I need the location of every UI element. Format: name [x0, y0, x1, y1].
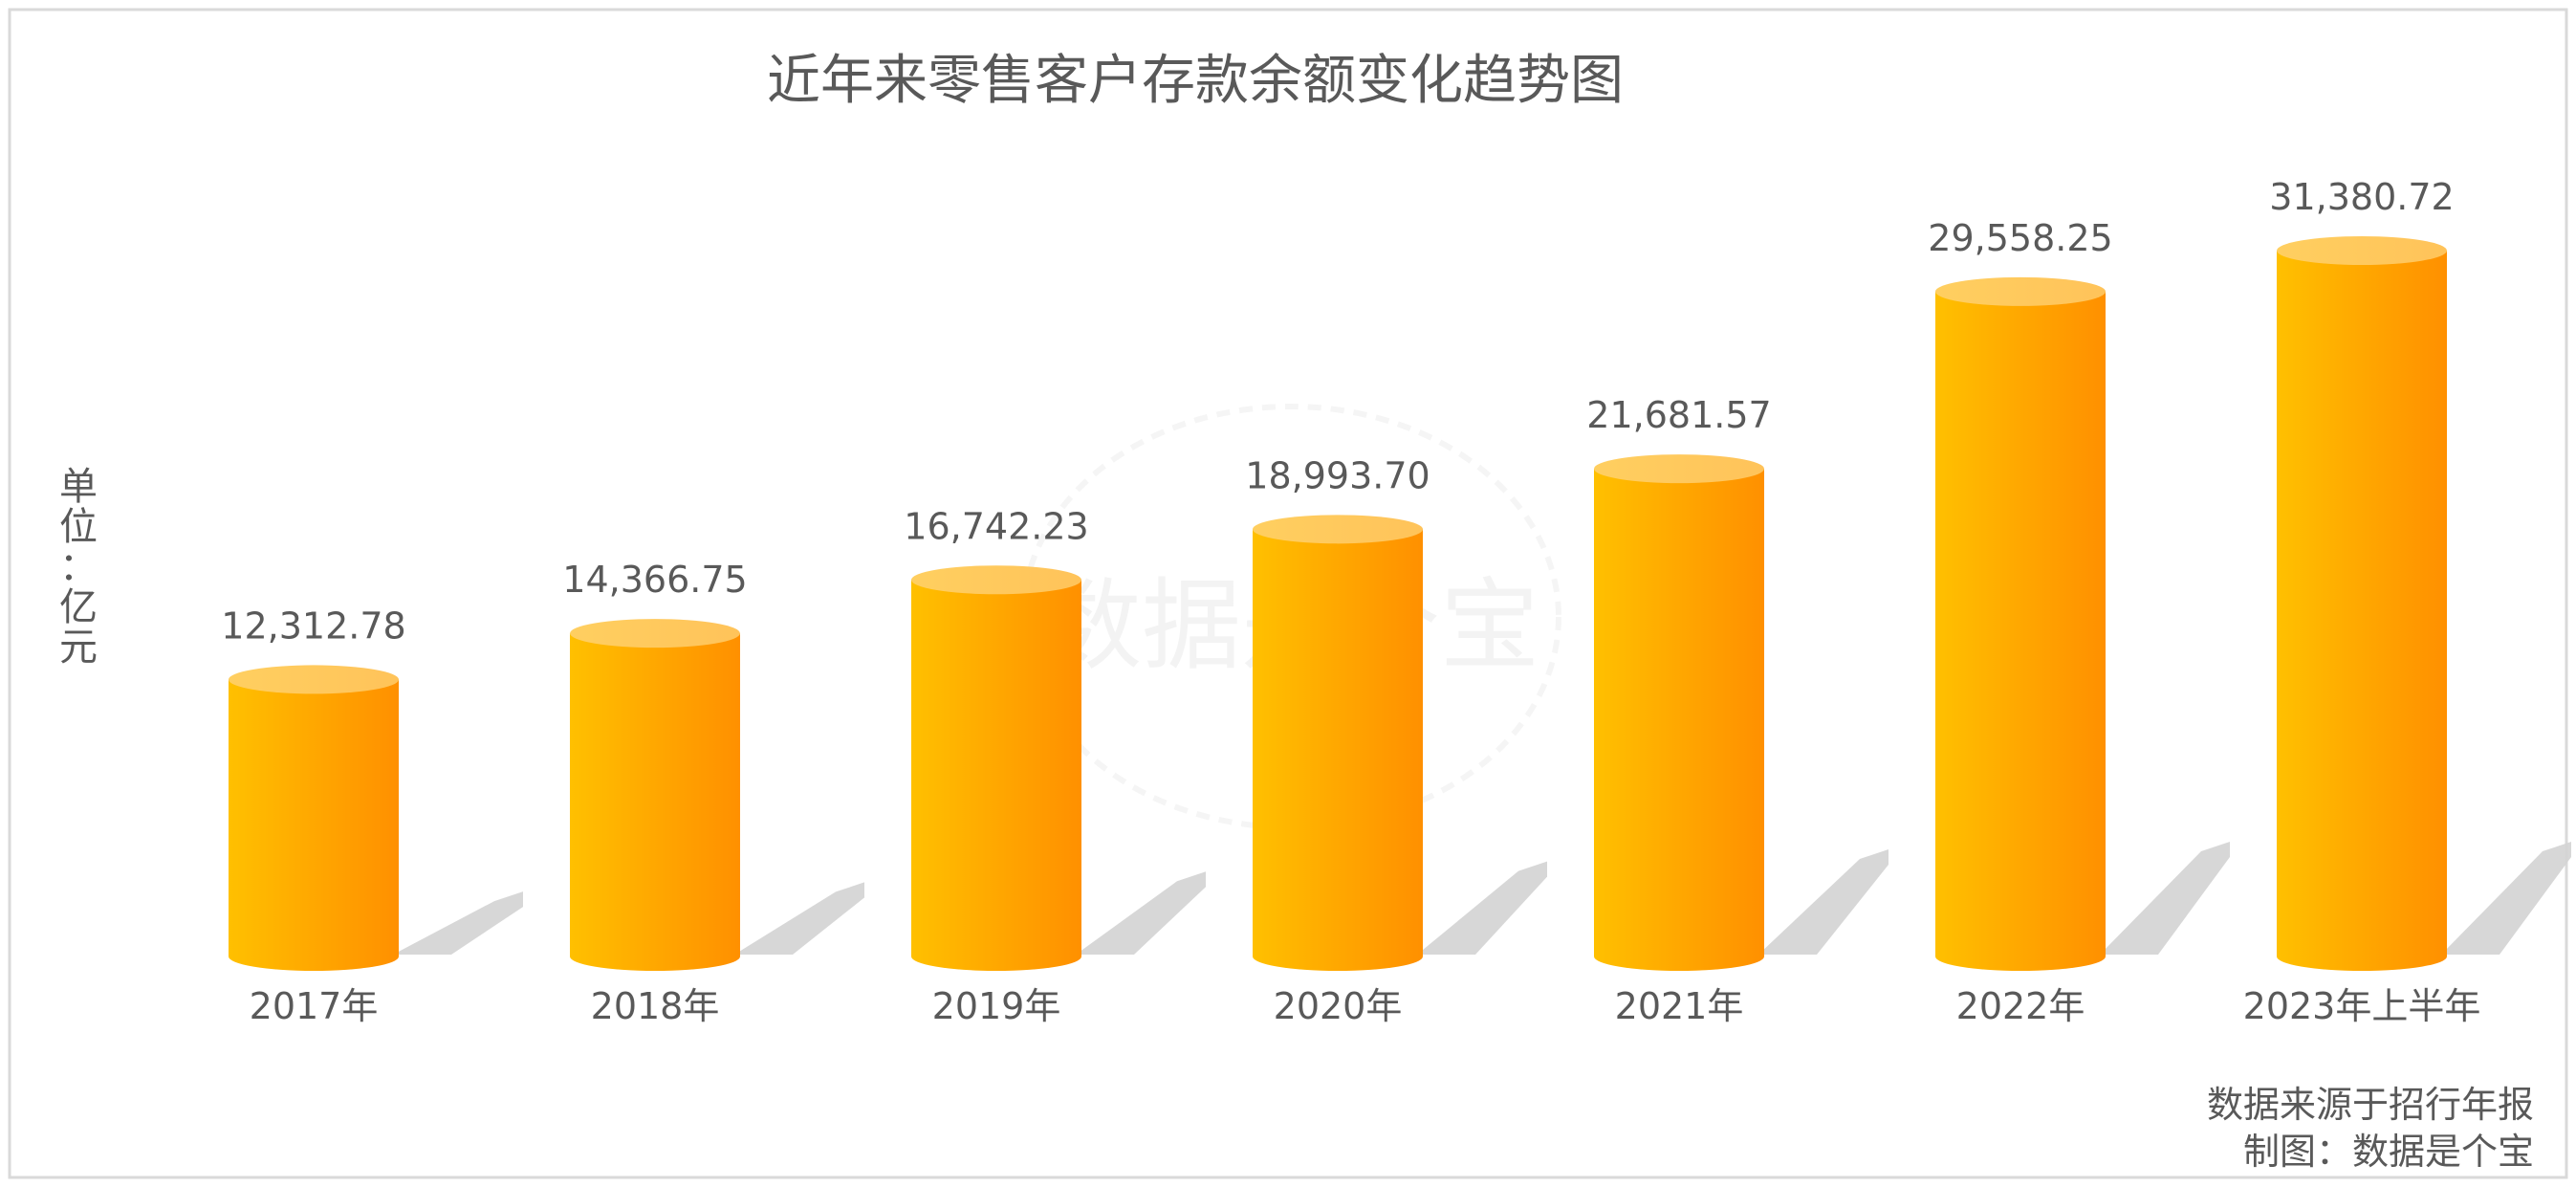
data-label-0: 12,312.78: [221, 604, 405, 647]
bar-shadow: [1758, 849, 1888, 955]
data-label-3: 18,993.70: [1245, 454, 1430, 496]
data-label-2: 16,742.23: [904, 505, 1088, 547]
unit-label: 单位：亿元: [59, 465, 98, 670]
data-label-4: 21,681.57: [1586, 394, 1771, 436]
bar-4: [1594, 469, 1764, 972]
bar-1: [570, 633, 740, 971]
x-tick-label-5: 2022年: [1956, 985, 2085, 1027]
bar-top-2: [911, 565, 1081, 595]
x-tick-label-4: 2021年: [1615, 985, 1744, 1027]
bar-top-6: [2277, 236, 2447, 265]
source-line-2: 制图：数据是个宝: [2243, 1131, 2534, 1173]
unit-label-char: 位: [59, 505, 98, 549]
data-label-6: 31,380.72: [2269, 176, 2454, 218]
bar-top-1: [570, 619, 740, 648]
chart-title: 近年来零售客户存款余额变化趋势图: [767, 50, 1624, 112]
bar-series: 12,312.78 2017年 14,366.75 2018年 16,742.23 201…: [221, 176, 2571, 1027]
source-line-1: 数据来源于招行年报: [2207, 1084, 2534, 1126]
data-label-1: 14,366.75: [562, 559, 747, 601]
unit-label-char: ：: [59, 545, 98, 589]
bar-top-4: [1594, 454, 1764, 484]
bar-top-5: [1935, 276, 2106, 306]
x-tick-label-6: 2023年上半年: [2243, 985, 2481, 1027]
bar-5: [1935, 291, 2106, 971]
unit-label-char: 单: [59, 465, 98, 509]
x-tick-label-3: 2020年: [1274, 985, 1403, 1027]
x-tick-label-2: 2019年: [932, 985, 1061, 1027]
bar-2: [911, 580, 1081, 971]
bar-shadow: [734, 882, 864, 955]
x-tick-label-0: 2017年: [250, 985, 379, 1027]
bar-shadow: [393, 891, 523, 955]
bar-shadow: [2100, 842, 2230, 955]
x-tick-label-1: 2018年: [591, 985, 720, 1027]
bar-shadow: [2441, 842, 2571, 955]
bar-3: [1253, 529, 1423, 971]
bar-shadow: [1417, 861, 1547, 955]
unit-label-char: 元: [59, 626, 98, 670]
data-label-5: 29,558.25: [1928, 217, 2112, 259]
unit-label-char: 亿: [59, 585, 98, 629]
bar-0: [229, 679, 399, 971]
bar-shadow: [1076, 871, 1206, 955]
bar-6: [2277, 251, 2447, 971]
bar-top-0: [229, 665, 399, 694]
bar-top-3: [1253, 515, 1423, 544]
